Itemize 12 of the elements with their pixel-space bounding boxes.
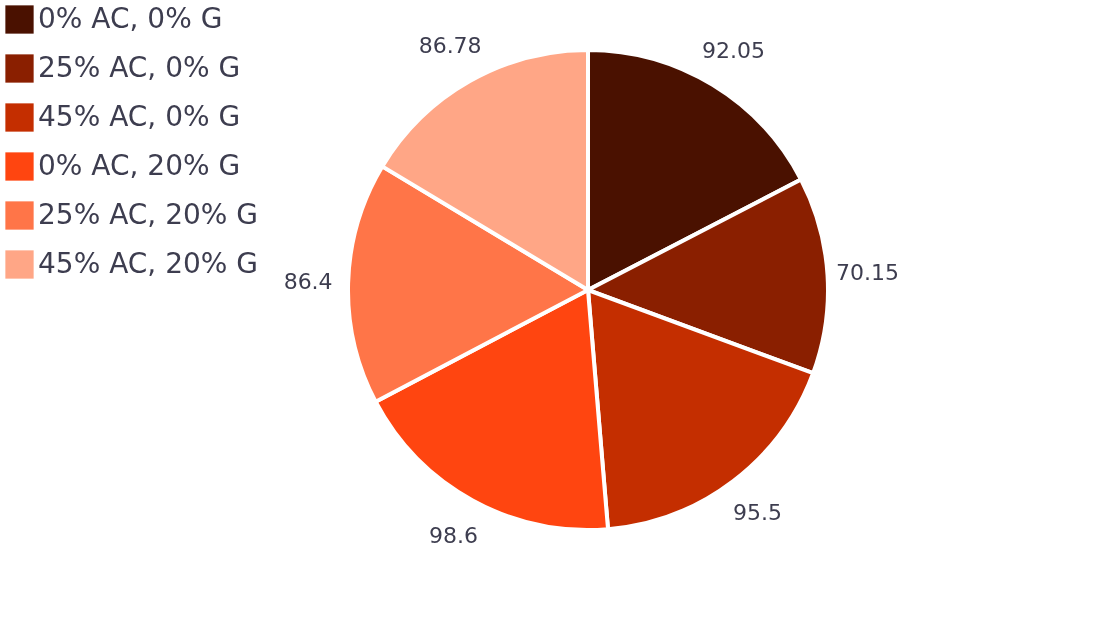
data-label: 95.5 xyxy=(733,499,782,525)
legend-label: 45% AC, 20% G xyxy=(38,246,258,280)
legend-label: 25% AC, 0% G xyxy=(38,50,241,84)
data-label: 86.4 xyxy=(283,269,333,295)
data-label: 86.78 xyxy=(418,33,482,59)
legend-label: 0% AC, 20% G xyxy=(38,148,241,182)
legend-label: 45% AC, 0% G xyxy=(38,99,241,133)
data-label: 70.15 xyxy=(835,259,899,285)
data-label: 98.6 xyxy=(428,522,478,548)
data-label: 92.05 xyxy=(701,37,765,63)
legend-label: 25% AC, 20% G xyxy=(38,197,258,231)
legend-label: 0% AC, 0% G xyxy=(38,1,223,35)
